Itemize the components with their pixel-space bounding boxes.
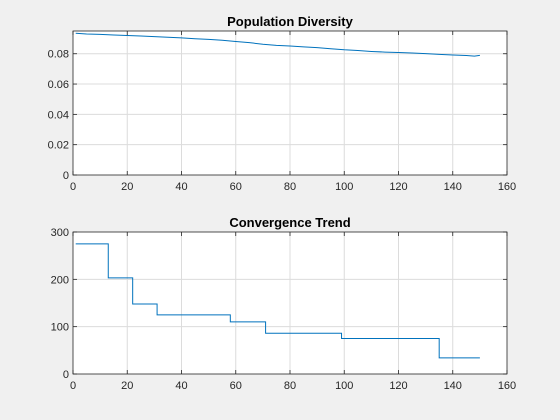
- convergence-chart-title: Convergence Trend: [229, 215, 350, 230]
- diversity-x-tick-label: 0: [70, 181, 76, 193]
- convergence-x-tick-label: 40: [175, 380, 187, 392]
- convergence-x-tick-label: 100: [335, 380, 353, 392]
- diversity-x-tick-label: 120: [389, 181, 407, 193]
- convergence-x-tick-label: 0: [70, 380, 76, 392]
- convergence-x-tick-label: 120: [389, 380, 407, 392]
- diversity-x-tick-label: 40: [175, 181, 187, 193]
- diversity-x-tick-label: 160: [498, 181, 516, 193]
- diversity-y-tick-label: 0.08: [48, 49, 69, 61]
- convergence-x-tick-label: 80: [284, 380, 296, 392]
- diversity-y-tick-label: 0.06: [48, 79, 69, 91]
- convergence-x-tick-label: 60: [230, 380, 242, 392]
- diversity-axes: 0 20 40 60 80 100 120 140 160 0 0.02 0.04 0.06 0.08 Po…: [48, 14, 517, 193]
- diversity-x-tick-label: 140: [444, 181, 462, 193]
- convergence-y-tick-label: 0: [63, 369, 69, 381]
- diversity-x-tick-label: 20: [121, 181, 133, 193]
- diversity-x-tick-label: 100: [335, 181, 353, 193]
- diversity-y-tick-label: 0: [63, 170, 69, 182]
- diversity-y-tick-label: 0.04: [48, 109, 69, 121]
- convergence-x-tick-label: 140: [444, 380, 462, 392]
- diversity-series-line: [75, 32, 480, 57]
- diversity-y-tick-label: 0.02: [48, 140, 69, 152]
- diversity-x-tick-label: 60: [230, 181, 242, 193]
- diversity-x-tick-label: 80: [284, 181, 296, 193]
- convergence-y-tick-label: 200: [51, 274, 69, 286]
- convergence-series-line: [75, 243, 480, 359]
- convergence-axes: 0 20 40 60 80 100 120 140 160 0 100 200 300 Convergen…: [51, 215, 517, 392]
- convergence-y-tick-label: 300: [51, 227, 69, 239]
- convergence-x-tick-label: 20: [121, 380, 133, 392]
- diversity-chart-title: Population Diversity: [227, 14, 353, 29]
- convergence-y-tick-label: 100: [51, 322, 69, 334]
- convergence-x-tick-label: 160: [498, 380, 516, 392]
